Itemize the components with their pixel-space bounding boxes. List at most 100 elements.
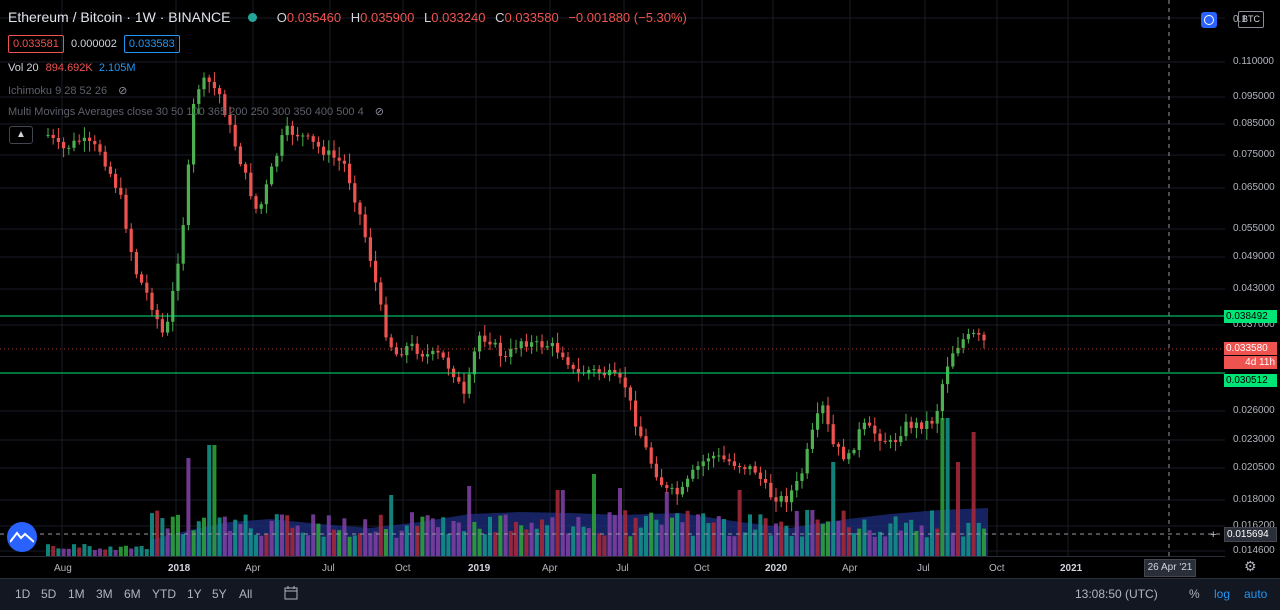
candle-body [774,497,778,502]
candle-body [342,160,346,164]
high-key: H [350,10,361,25]
volume-bar [103,549,108,556]
log-scale-toggle[interactable]: log [1214,587,1231,601]
volume-bar [794,511,799,556]
volume-bars [46,418,986,556]
volume-bar [285,515,290,556]
volume-bar [722,519,726,556]
candle-body [311,136,315,142]
range-button-5d[interactable]: 5D [41,587,57,601]
gear-icon[interactable]: ⚙ [1244,558,1257,574]
volume-bar [560,490,565,556]
chart-pane[interactable]: Ethereum / Bitcoin · 1W · BINANCE O0.035… [0,0,1225,556]
range-button-ytd[interactable]: YTD [152,587,176,601]
range-button-5y[interactable]: 5Y [212,587,227,601]
candle-body [51,134,55,139]
price-scale-label: 0.037000 [1233,319,1275,330]
volume-bar [347,536,352,556]
mma-indicator-legend[interactable]: Multi Movings Averages close 30 50 100 3… [8,105,384,118]
candle-body [930,420,934,424]
volume-bar [930,510,934,556]
range-button-3m[interactable]: 3M [96,587,113,601]
volume-bar [186,458,191,556]
range-button-6m[interactable]: 6M [124,587,141,601]
candle-body [940,384,944,412]
volume-bar [326,515,331,556]
resistance-price-tag: 0.038492 [1224,310,1277,323]
candle-body [732,461,736,466]
volume-bar [290,527,295,556]
eye-hidden-icon[interactable]: ⊘ [118,85,128,97]
price-scale-label: 0.014600 [1233,545,1275,556]
candle-body [639,426,643,437]
range-button-1m[interactable]: 1M [68,587,85,601]
candle-body [93,141,97,145]
volume-bar [332,529,336,556]
goto-date-calendar-icon[interactable] [284,586,298,603]
time-scale-label: Jul [322,563,335,574]
volume-bar [134,546,139,556]
candle-body [654,463,658,478]
candle-body [649,447,653,464]
candle-body [457,377,461,382]
volume-bar [540,519,544,556]
time-scale-label: Jul [917,563,930,574]
candle-body [748,466,752,470]
volume-bar [612,515,617,556]
volume-bar [150,513,154,556]
volume-bar [732,536,737,556]
candle-body [587,370,591,374]
utc-clock[interactable]: 13:08:50 (UTC) [1075,587,1158,601]
candle-body [108,166,112,174]
volume-bar [800,536,804,556]
tradingview-logo[interactable] [7,522,37,552]
volume-bar [529,522,534,556]
collapse-legend-button[interactable]: ▲ [9,126,33,144]
candle-body [597,369,601,373]
candle-body [899,436,903,443]
candle-body [904,421,908,437]
price-scale-label: 0.065000 [1233,182,1275,193]
candle-body [576,368,580,373]
change-value: −0.001880 (−5.30%) [568,10,687,25]
range-button-all[interactable]: All [239,587,253,601]
volume-bar [373,531,378,556]
candle-body [935,411,939,424]
volume-bar [883,536,888,556]
ichimoku-indicator-legend[interactable]: Ichimoku 9 28 52 26 ⊘ [8,84,127,97]
candle-body [509,348,513,357]
percent-scale-toggle[interactable]: % [1189,587,1200,601]
candle-body [810,429,814,449]
volume-bar [238,524,243,556]
grid-lines [0,0,1225,556]
range-button-1y[interactable]: 1Y [187,587,202,601]
symbol-title[interactable]: Ethereum / Bitcoin · 1W · BINANCE [8,9,231,25]
price-axis[interactable]: BTC 0.110000 0.095000 0.085000 0.075000 0.06… [1201,0,1280,556]
high-value: 0.035900 [360,10,415,25]
candle-body [332,150,336,158]
candle-body [524,341,528,347]
candle-body [374,260,378,283]
bid-pill[interactable]: 0.033581 [8,35,64,53]
time-axis[interactable]: Aug 2018 Apr Jul Oct 2019 Apr Jul Oct 2020 Apr Jul O… [0,556,1225,579]
candle-body [982,334,986,341]
support-price-tag: 0.030512 [1224,374,1277,387]
candle-body [956,347,960,354]
volume-bar [451,520,456,556]
auto-scale-toggle[interactable]: auto [1244,587,1268,601]
range-button-1d[interactable]: 1D [15,587,31,601]
candle-body [592,369,596,371]
eye-hidden-icon[interactable]: ⊘ [374,106,385,118]
volume-bar [415,525,420,556]
candlestick-chart[interactable] [0,0,1225,556]
auto-scale-mode-button[interactable] [1201,12,1217,28]
ask-pill[interactable]: 0.033583 [123,35,180,53]
candle-body [805,448,809,474]
volume-bar [758,514,763,556]
volume-bar [701,513,706,556]
candle-body [426,354,430,357]
add-alert-plus-icon[interactable]: + [1210,529,1217,541]
volume-indicator-legend[interactable]: Vol 20 894.692K 2.105M [8,62,136,74]
currency-button[interactable]: BTC [1238,11,1264,28]
volume-bar [420,516,425,556]
